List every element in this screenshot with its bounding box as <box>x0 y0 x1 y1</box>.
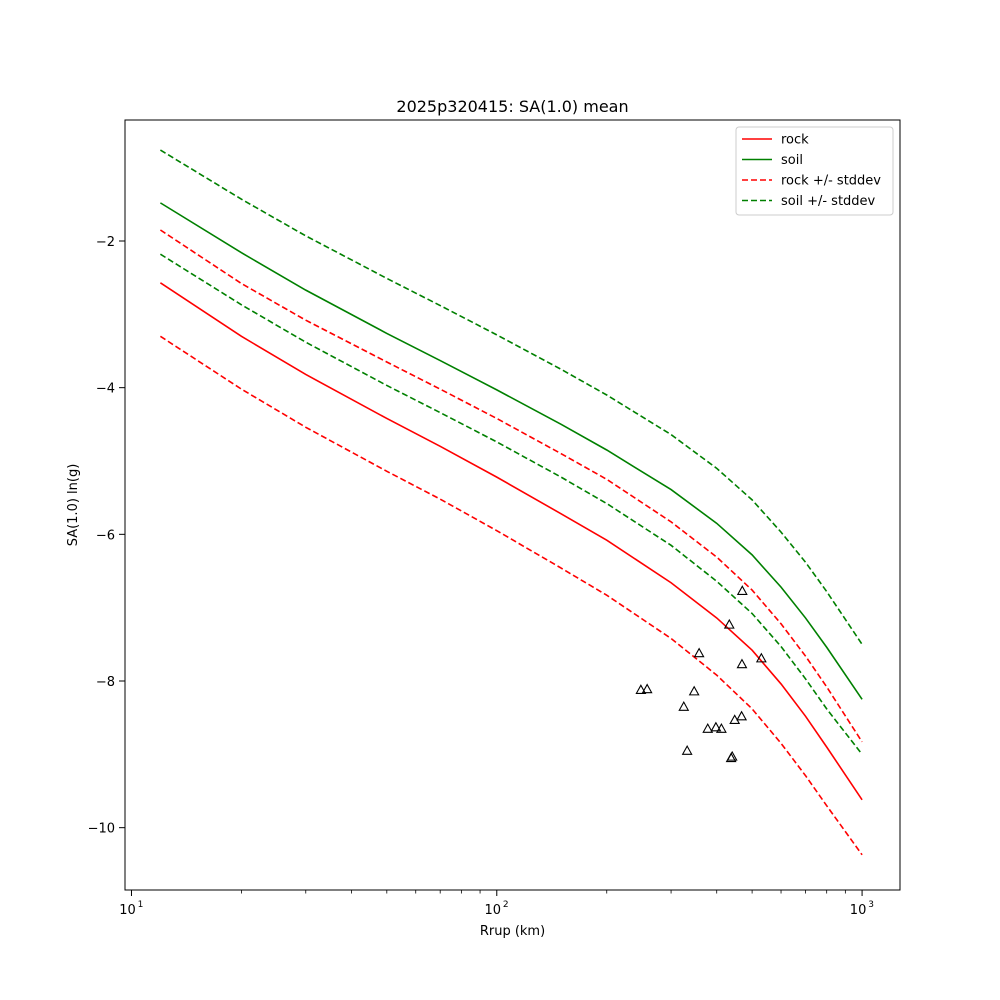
observation-marker-3 <box>678 701 690 711</box>
x-axis-label: Rrup (km) <box>480 924 545 939</box>
x-tick-label: 10 <box>850 903 867 918</box>
x-tick-exponent: 1 <box>138 900 144 910</box>
observation-marker-10 <box>723 618 735 629</box>
y-tick-label: −4 <box>96 382 115 397</box>
x-tick-exponent: 2 <box>503 900 509 910</box>
legend: rock soil rock +/- stddev soil +/- stddev <box>735 126 894 216</box>
y-tick-label: −10 <box>88 822 115 837</box>
series-rock-line <box>159 282 863 801</box>
observation-marker-14 <box>736 710 748 721</box>
x-tick-exponent: 3 <box>868 900 874 910</box>
observation-marker-17 <box>755 652 767 663</box>
observation-marker-2 <box>641 683 653 694</box>
series-rock-stddev-line <box>159 229 863 743</box>
legend-label: rock +/- stddev <box>781 174 881 189</box>
axes-frame <box>124 119 901 891</box>
legend-label: soil +/- stddev <box>781 194 876 209</box>
observation-marker-7 <box>702 723 714 733</box>
observation-marker-6 <box>693 647 705 658</box>
observation-marker-16 <box>736 585 748 595</box>
y-tick-label: −6 <box>96 528 115 543</box>
observation-marker-1 <box>635 684 647 694</box>
axis-ticks: 10 1 10 2 10 3−2−4−6−8−10 <box>88 235 874 918</box>
series-band-3-line <box>159 335 863 856</box>
legend-label: soil <box>781 153 803 168</box>
observation-marker-8 <box>710 721 722 732</box>
legend-label: rock <box>781 133 809 148</box>
observation-marker-5 <box>688 685 700 696</box>
y-tick-label: −2 <box>96 235 115 250</box>
chart-title: 2025p320415: SA(1.0) mean <box>396 97 628 116</box>
legend-box <box>735 126 894 216</box>
series-band-5-line <box>159 253 863 755</box>
observation-marker-15 <box>736 658 748 669</box>
observation-marker-4 <box>681 745 693 755</box>
series-soil-line <box>159 202 863 700</box>
y-axis-label: SA(1.0) ln(g) <box>66 464 81 547</box>
series-soil-stddev-line <box>159 149 863 645</box>
observation-marker-12 <box>726 750 738 761</box>
observation-marker-9 <box>715 723 727 733</box>
plot-area <box>159 149 863 856</box>
x-tick-label: 10 <box>119 903 136 918</box>
x-tick-label: 10 <box>485 903 502 918</box>
y-tick-label: −8 <box>96 675 115 690</box>
